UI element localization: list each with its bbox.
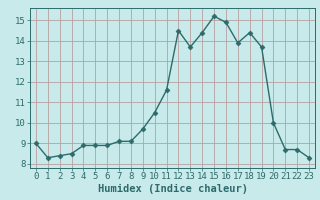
X-axis label: Humidex (Indice chaleur): Humidex (Indice chaleur) bbox=[98, 184, 247, 194]
